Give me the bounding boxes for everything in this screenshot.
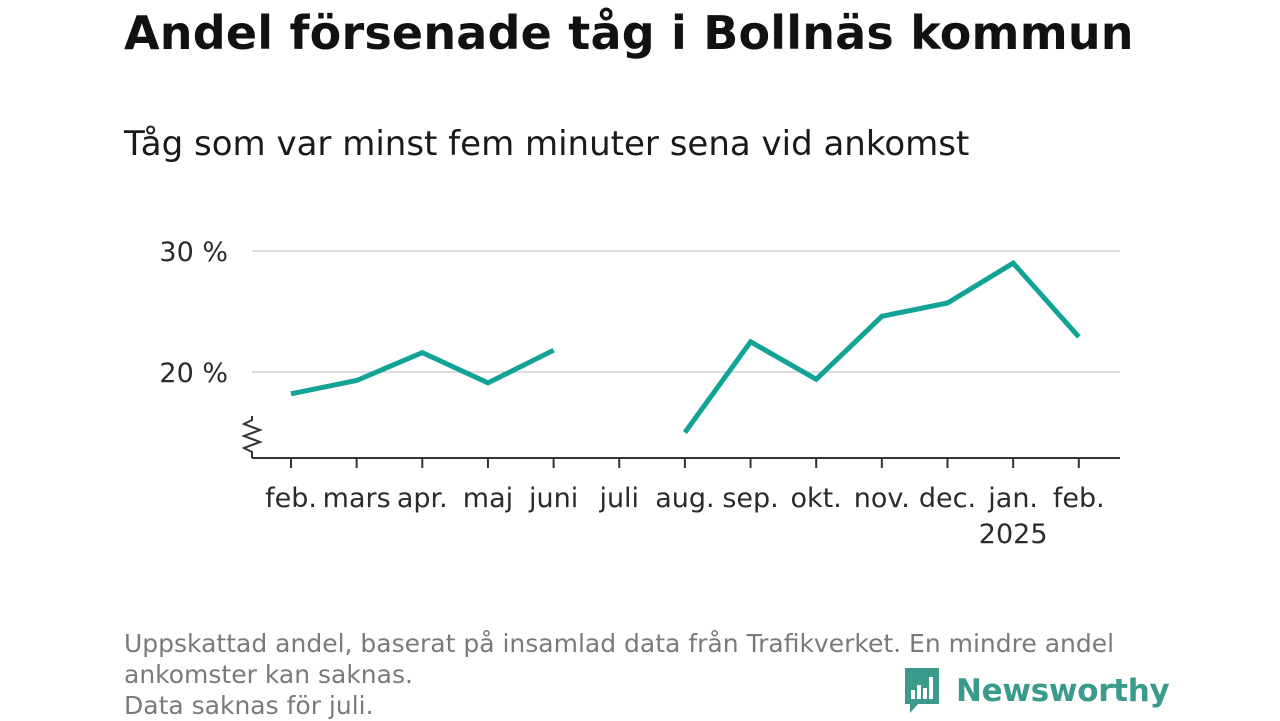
x-tick-label: apr. [397, 483, 448, 514]
y-axis-labels: 20 % 30 % [159, 237, 228, 389]
x-tick-label: jan. [987, 483, 1038, 514]
newsworthy-logo: Newsworthy [902, 668, 1170, 714]
logo-wordmark: Newsworthy [956, 673, 1170, 709]
chart-subtitle: Tåg som var minst fem minuter sena vid a… [124, 124, 970, 164]
footnote-line-1: Uppskattad andel, baserat på insamlad da… [124, 629, 1115, 658]
x-tick-label: sep. [722, 483, 778, 514]
x-year-label: 2025 [979, 519, 1048, 550]
series-line-segment [682, 259, 1081, 434]
x-tick-label: juli [598, 483, 639, 514]
gridlines [252, 250, 1120, 373]
x-tick-label: feb. [265, 483, 317, 514]
footnote-line-3: Data saknas för juli. [124, 691, 374, 720]
x-tick-label: juni [528, 483, 578, 514]
newsworthy-bar-chart-icon [905, 668, 939, 713]
x-tick-label: aug. [655, 483, 714, 514]
axis-break-marker [241, 416, 263, 458]
x-tick-label: feb. [1053, 483, 1105, 514]
x-axis [241, 416, 1120, 468]
y-tick-label: 20 % [159, 358, 228, 389]
series-line-segment [290, 347, 555, 397]
line-chart: 20 %30 % feb. mars apr. maj juni juli aug. sep.… [159, 237, 1120, 550]
x-axis-labels: feb. mars apr. maj juni juli aug. sep. okt. nov. d… [265, 483, 1105, 550]
y-tick-label: 30 % [159, 237, 228, 268]
x-tick-label: dec. [919, 483, 976, 514]
footnote-line-2: ankomster kan saknas. [124, 660, 413, 689]
chart-title: Andel försenade tåg i Bollnäs kommun [124, 6, 1134, 60]
series-lines [290, 259, 1081, 434]
x-tick-label: mars [323, 483, 391, 514]
chart-footnote: Uppskattad andel, baserat på insamlad da… [124, 628, 1164, 721]
x-tick-label: maj [463, 483, 513, 514]
x-tick-label: nov. [854, 483, 910, 514]
x-tick-label: okt. [791, 483, 842, 514]
